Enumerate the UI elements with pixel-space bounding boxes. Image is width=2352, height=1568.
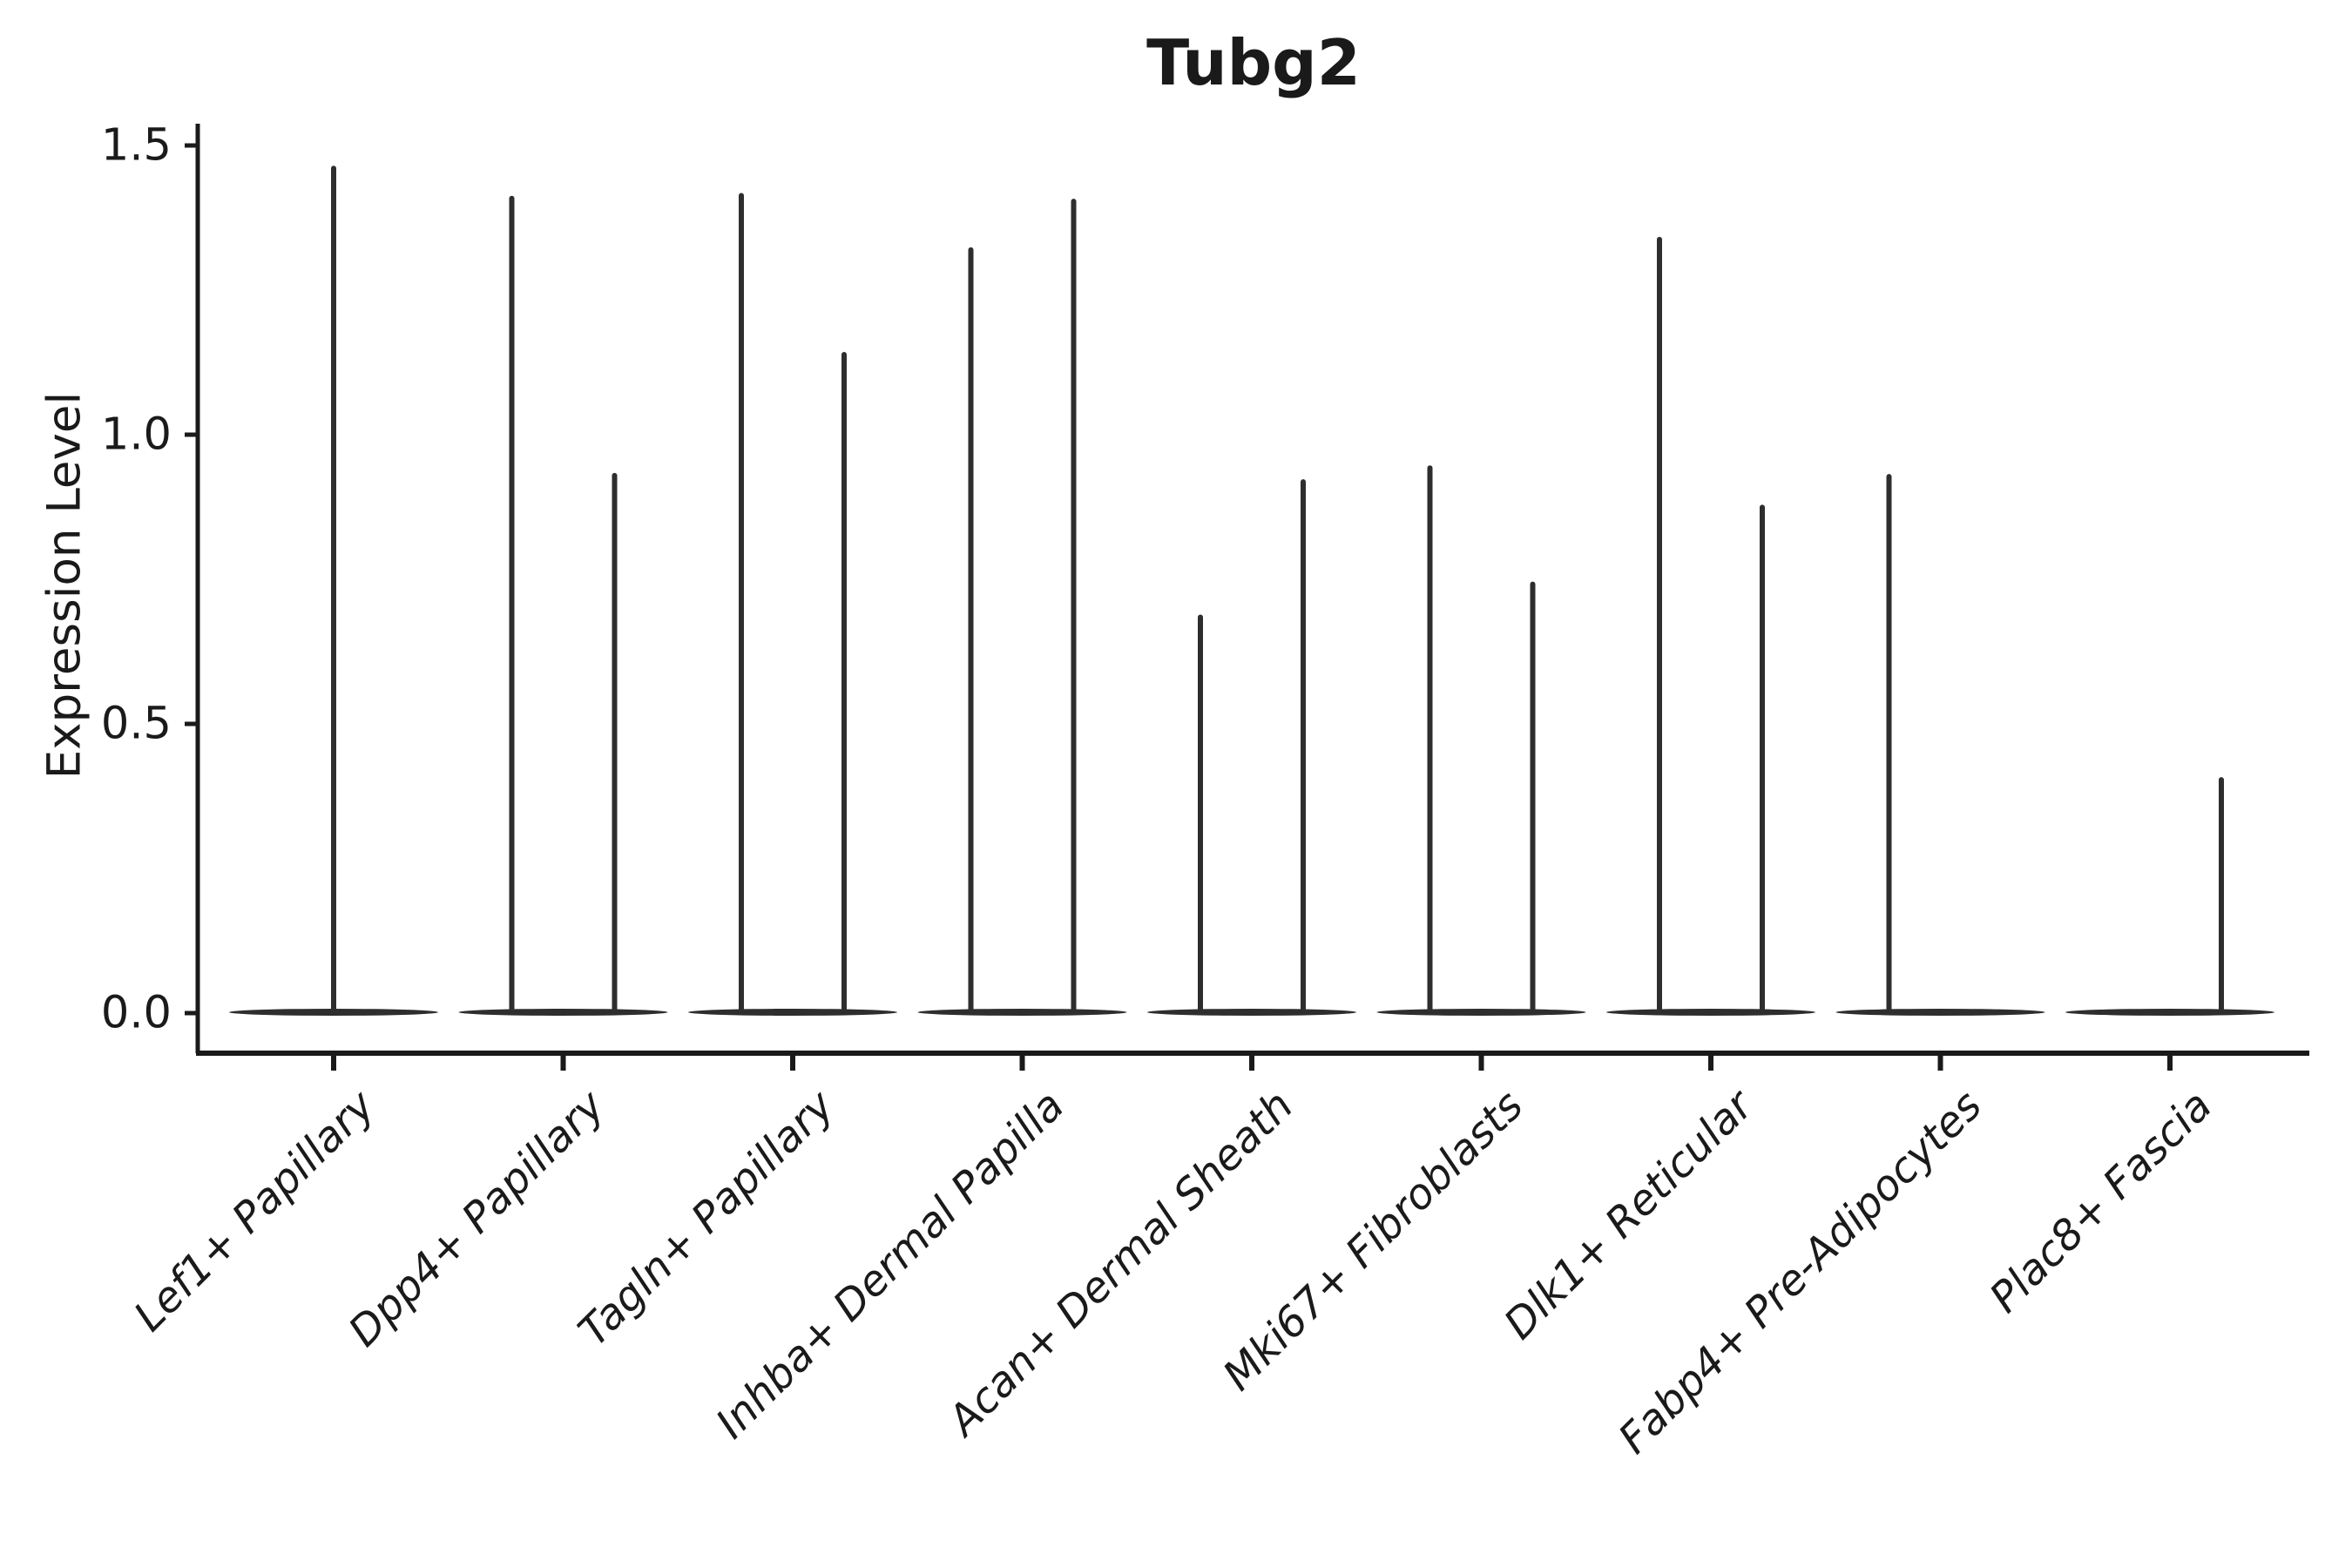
y-tick-label: 1.0 [100, 409, 172, 461]
x-tick-mark [560, 1053, 566, 1071]
x-tick-mark [331, 1053, 336, 1071]
violin-baseline [917, 1009, 1127, 1016]
x-tick-mark [1708, 1053, 1713, 1071]
x-tick-mark [1937, 1053, 1943, 1071]
y-tick-mark [185, 143, 196, 148]
x-tick-mark [1019, 1053, 1025, 1071]
violin-baseline [1835, 1009, 2045, 1016]
violin-spike [1530, 581, 1536, 1013]
violin-spike [612, 472, 618, 1013]
violin-baseline [688, 1009, 897, 1016]
violin-spike [2219, 777, 2224, 1013]
chart-title: Tubg2 [1146, 26, 1361, 99]
y-axis-spine [195, 124, 200, 1053]
violin-spike [1071, 199, 1077, 1013]
y-tick-label: 1.5 [100, 119, 172, 172]
violin-spike [841, 352, 847, 1014]
y-tick-mark [185, 1010, 196, 1016]
y-tick-label: 0.0 [100, 987, 172, 1039]
y-tick-mark [185, 721, 196, 727]
violin-spike [1198, 614, 1203, 1013]
x-tick-mark [1249, 1053, 1254, 1071]
violin-spike [1657, 236, 1662, 1013]
violin-baseline [1376, 1009, 1586, 1016]
violin-spike [739, 193, 744, 1013]
violin-spike [1427, 465, 1433, 1013]
violin-spike [968, 247, 974, 1013]
violin-baseline [458, 1009, 668, 1016]
x-tick-mark [2167, 1053, 2173, 1071]
y-tick-mark [185, 432, 196, 437]
violin-baseline [2065, 1009, 2274, 1016]
violin-spike [1760, 504, 1765, 1013]
x-tick-mark [790, 1053, 795, 1071]
violin-spike [1301, 479, 1306, 1013]
violin-spike [331, 166, 336, 1014]
y-axis-title: Expression Level [37, 391, 91, 780]
violin-baseline [1147, 1009, 1356, 1016]
violin-spike [1886, 474, 1892, 1013]
x-tick-mark [1478, 1053, 1484, 1071]
y-tick-label: 0.5 [100, 698, 172, 750]
violin-baseline [1606, 1009, 1815, 1016]
violin-spike [509, 195, 515, 1013]
